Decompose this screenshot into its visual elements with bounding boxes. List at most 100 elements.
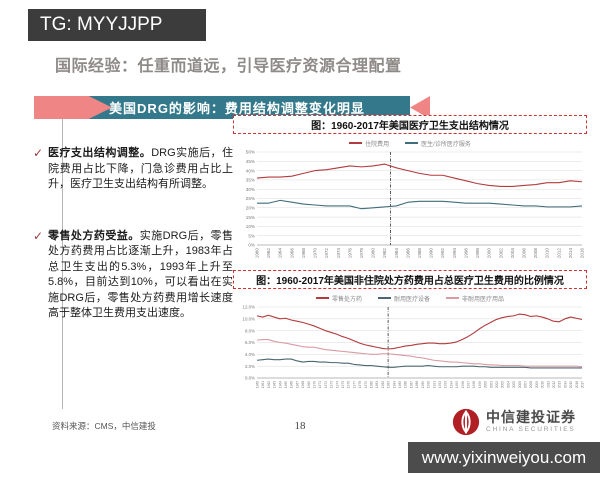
y-tick-label: 25% — [246, 196, 255, 201]
legend-item: 零售处方药 — [315, 294, 362, 303]
bullet-lead: 医疗支出结构调整。 — [48, 147, 152, 159]
y-tick-label: 50% — [246, 150, 255, 155]
x-tick-label: 1962 — [267, 381, 271, 388]
y-tick-label: 4.0% — [245, 352, 255, 357]
x-tick-label: 1978 — [358, 381, 362, 388]
x-tick-label: 2008 — [529, 381, 533, 388]
series-line — [256, 163, 583, 187]
x-tick-label: 1971 — [318, 381, 322, 388]
legend-label: 住院费用 — [365, 141, 390, 148]
legend-item: 非耐用医疗用品 — [446, 294, 504, 303]
x-tick-label: 1964 — [278, 381, 282, 388]
x-tick-label: 1986 — [405, 248, 410, 259]
x-tick-label: 2010 — [545, 248, 550, 259]
legend-swatch — [446, 297, 459, 299]
x-tick-label: 1980 — [371, 248, 376, 259]
x-tick-label: 1984 — [392, 381, 396, 388]
x-tick-label: 1966 — [290, 381, 294, 388]
bullet-lead: 零售处方药受益。 — [48, 229, 140, 242]
chart-title-label: 图：1960-2017年美国医疗卫生支出结构情况 — [311, 121, 509, 132]
y-tick-label: 10.0% — [243, 317, 256, 322]
x-tick-label: 1992 — [440, 248, 445, 259]
x-tick-label: 2008 — [533, 248, 538, 259]
section-banner-bar: 美国DRG的影响：费用结构调整变化明显 — [64, 96, 410, 119]
x-tick-label: 2004 — [506, 381, 510, 388]
x-tick-label: 1992 — [438, 381, 442, 388]
x-tick-label: 1966 — [289, 248, 294, 259]
y-tick-label: 10% — [246, 224, 255, 229]
x-tick-label: 2002 — [498, 248, 503, 259]
y-tick-label: 5% — [248, 233, 255, 238]
x-tick-label: 1963 — [273, 381, 277, 388]
y-tick-label: 2.0% — [245, 364, 255, 369]
x-tick-label: 2012 — [556, 248, 561, 259]
chart-health-expenditure-structure: 图：1960-2017年美国医疗卫生支出结构情况 住院费用 医生/诊所医疗服务 0… — [233, 115, 587, 269]
x-tick-label: 2013 — [558, 381, 562, 388]
x-tick-label: 1998 — [472, 381, 476, 388]
chart-title-label: 图：1960-2017年美国非住院处方药费用占总医疗卫生费用的比例情况 — [256, 276, 564, 287]
series-line — [257, 199, 583, 210]
legend-label: 非耐用医疗用品 — [462, 296, 505, 303]
x-tick-label: 1982 — [382, 248, 387, 259]
x-tick-label: 2015 — [569, 381, 573, 388]
x-tick-label: 1995 — [455, 381, 459, 388]
x-tick-label: 1972 — [324, 248, 329, 259]
legend-swatch — [349, 142, 363, 144]
x-tick-label: 1970 — [313, 248, 318, 259]
y-tick-label: 35% — [246, 178, 255, 183]
x-tick-label: 1998 — [475, 248, 480, 259]
chart-plot-svg: 0.0%2.0%4.0%6.0%8.0%10.0%12.0%1960 1961 19… — [243, 305, 585, 388]
watermark-url-bar: www.yixinweiyou.com — [408, 442, 600, 473]
x-tick-label: 1974 — [335, 381, 339, 388]
x-tick-label: 2012 — [552, 381, 556, 388]
y-tick-label: 40% — [246, 168, 255, 173]
page-number: 18 — [294, 420, 306, 432]
x-tick-label: 1960 — [256, 381, 260, 388]
china-securities-logo-icon — [452, 408, 480, 436]
legend-label: 耐用医疗设备 — [393, 296, 430, 303]
x-tick-label: 1978 — [359, 248, 364, 259]
chart-legend: 住院费用 医生/诊所医疗服务 — [233, 137, 587, 149]
x-tick-label: 2011 — [546, 381, 550, 388]
x-tick-label: 1990 — [427, 381, 431, 388]
x-tick-label: 2002 — [495, 381, 499, 388]
x-tick-label: 1996 — [461, 381, 465, 388]
x-tick-label: 2007 — [523, 381, 527, 388]
list-item: ✓ 零售处方药受益。实施DRG后，零售处方药费用占比逐渐上升，1983年占总卫生… — [33, 229, 233, 322]
x-tick-label: 1993 — [444, 381, 448, 388]
x-tick-label: 1994 — [452, 248, 457, 259]
x-tick-label: 1974 — [336, 248, 341, 259]
x-tick-label: 1975 — [341, 381, 345, 388]
x-tick-label: 1968 — [301, 248, 306, 259]
chart-title: 图：1960-2017年美国医疗卫生支出结构情况 — [233, 115, 587, 134]
legend-item: 耐用医疗设备 — [377, 294, 430, 303]
chart-legend: 零售处方药 耐用医疗设备 非耐用医疗用品 — [233, 292, 587, 304]
legend-label: 零售处方药 — [331, 296, 362, 303]
x-tick-label: 1986 — [404, 381, 408, 388]
bullet-body: 实施DRG后，零售处方药费用占比逐渐上升，1983年占总卫生支出的5.3%，19… — [48, 229, 233, 320]
x-tick-label: 2016 — [575, 381, 579, 388]
y-tick-label: 20% — [246, 206, 255, 211]
logo-name-en: CHINA SECURITIES — [486, 426, 576, 433]
x-tick-label: 1979 — [364, 381, 368, 388]
bullet-body: DRG实施后，住院费用占比下降，门急诊费用占比上升，医疗卫生支出结构有所调整。 — [48, 147, 234, 190]
x-tick-label: 1988 — [417, 248, 422, 259]
divider-line — [62, 119, 63, 409]
legend-swatch — [377, 297, 391, 299]
y-tick-label: 15% — [246, 215, 255, 220]
x-tick-label: 1991 — [432, 381, 436, 388]
x-tick-label: 2009 — [535, 381, 539, 388]
x-tick-label: 2004 — [510, 248, 515, 259]
y-tick-label: 0% — [248, 243, 255, 248]
x-tick-label: 2010 — [541, 381, 545, 388]
chart-title: 图：1960-2017年美国非住院处方药费用占总医疗卫生费用的比例情况 — [233, 270, 587, 289]
x-tick-label: 1988 — [415, 381, 419, 388]
x-tick-label: 2006 — [518, 381, 522, 388]
watermark-url-label: www.yixinweiyou.com — [421, 447, 587, 467]
x-tick-label: 1994 — [449, 381, 453, 388]
x-tick-label: 1967 — [295, 381, 299, 388]
x-tick-label: 1999 — [478, 381, 482, 388]
x-tick-label: 2014 — [563, 381, 567, 388]
logo-text: 中信建投证券 CHINA SECURITIES — [486, 410, 576, 434]
